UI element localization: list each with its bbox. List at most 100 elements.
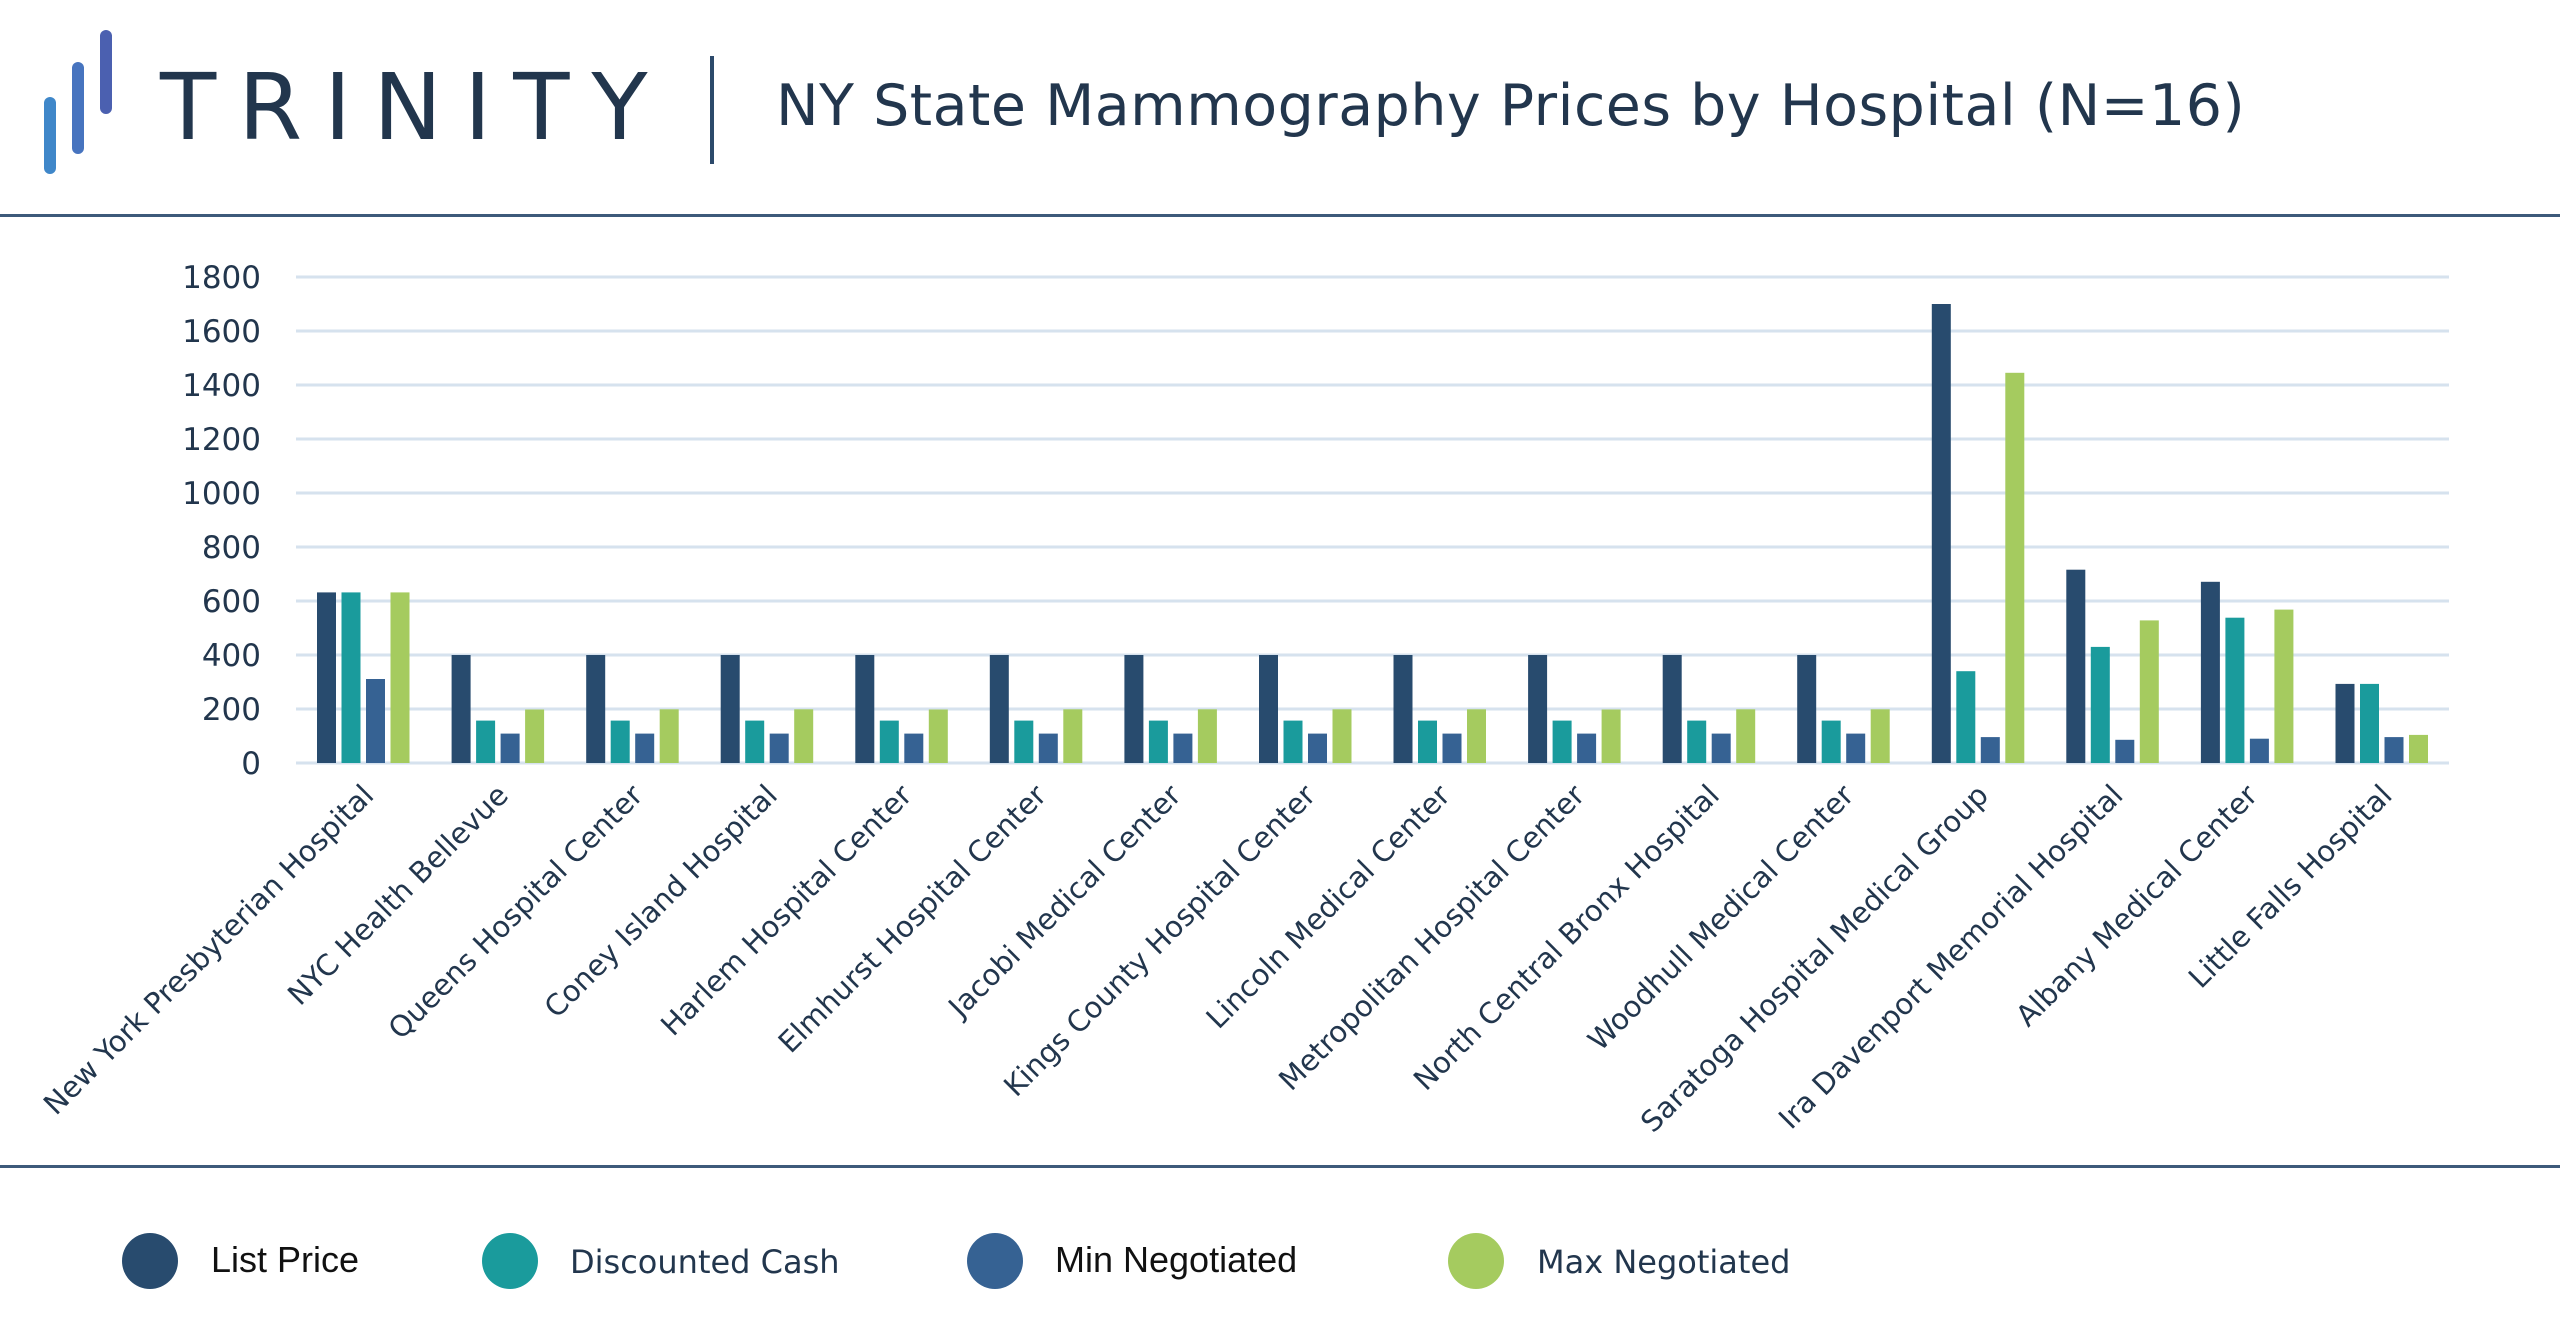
bar-max-negotiated xyxy=(2139,620,2159,763)
bar-discounted-cash xyxy=(476,720,496,763)
bar-list-price xyxy=(1931,304,1951,763)
bar-list-price xyxy=(855,655,875,763)
bar-max-negotiated xyxy=(2274,609,2294,763)
legend-label-max-negotiated: Max Negotiated xyxy=(1537,1243,1791,1281)
bar-discounted-cash xyxy=(1552,720,1572,763)
bar-discounted-cash xyxy=(1014,720,1034,763)
bar-min-negotiated xyxy=(1173,733,1193,763)
bar-min-negotiated xyxy=(1846,733,1866,763)
bar-discounted-cash xyxy=(1687,720,1707,763)
bar-list-price xyxy=(720,655,740,763)
x-tick-label: Elmhurst Hospital Center xyxy=(771,778,1053,1060)
bar-discounted-cash xyxy=(1956,671,1976,763)
bar-min-negotiated xyxy=(1308,733,1327,763)
header-divider xyxy=(710,56,714,164)
y-tick-label: 200 xyxy=(202,692,261,728)
bar-list-price xyxy=(989,655,1009,763)
y-tick-label: 0 xyxy=(241,746,261,782)
x-tick-label: Coney Island Hospital xyxy=(538,778,784,1024)
bar-max-negotiated xyxy=(2409,734,2428,763)
legend-label-list-price: List Price xyxy=(211,1239,360,1280)
grid-lines xyxy=(296,275,2449,765)
bar-list-price xyxy=(1528,655,1548,763)
y-tick-label: 1800 xyxy=(182,260,261,296)
bar-discounted-cash xyxy=(341,592,361,763)
legend-label-min-negotiated: Min Negotiated xyxy=(1055,1239,1298,1280)
brand-name: TRINITY xyxy=(160,54,670,161)
bar-discounted-cash xyxy=(745,720,765,763)
bar-list-price xyxy=(451,655,471,763)
x-tick-label: Queens Hospital Center xyxy=(382,778,650,1046)
bar-max-negotiated xyxy=(659,709,679,763)
bar-max-negotiated xyxy=(1063,709,1083,763)
x-tick-label: NYC Health Bellevue xyxy=(281,778,515,1012)
bar-min-negotiated xyxy=(2384,737,2404,763)
y-tick-label: 800 xyxy=(202,530,261,566)
y-tick-label: 1200 xyxy=(182,422,261,458)
bar-min-negotiated xyxy=(904,733,924,763)
y-tick-label: 600 xyxy=(202,584,261,620)
bar-max-negotiated xyxy=(1601,709,1621,763)
bar-max-negotiated xyxy=(1870,709,1890,763)
bar-max-negotiated xyxy=(390,592,410,763)
legend-swatch-min-negotiated xyxy=(967,1233,1023,1289)
bar-max-negotiated xyxy=(1197,709,1217,763)
header-rule xyxy=(0,214,2560,217)
bar-discounted-cash xyxy=(1821,720,1841,763)
legend-rule xyxy=(0,1165,2560,1168)
bar-max-negotiated xyxy=(928,709,948,763)
legend-swatch-max-negotiated xyxy=(1448,1233,1504,1289)
y-tick-label: 1000 xyxy=(182,476,261,512)
bar-discounted-cash xyxy=(2090,646,2110,763)
y-tick-label: 400 xyxy=(202,638,261,674)
bar-discounted-cash xyxy=(1148,720,1168,763)
bar-min-negotiated xyxy=(1577,733,1597,763)
bar-min-negotiated xyxy=(1038,733,1058,763)
page-title: NY State Mammography Prices by Hospital … xyxy=(776,73,2246,139)
bar-list-price xyxy=(1393,655,1413,763)
legend-label-discounted-cash: Discounted Cash xyxy=(570,1243,840,1281)
bar-list-price xyxy=(2066,569,2086,763)
bar-max-negotiated xyxy=(794,709,814,763)
y-axis-ticks: 0 200 400 600 800 1000 1200 1400 1600 1800 xyxy=(182,260,261,782)
bar-list-price xyxy=(1259,655,1278,763)
bars xyxy=(317,304,2428,763)
bar-list-price xyxy=(586,655,606,763)
bar-discounted-cash xyxy=(2225,617,2245,763)
bar-list-price xyxy=(317,592,336,763)
trinity-logo-icon xyxy=(44,30,112,174)
x-tick-label: Woodhull Medical Center xyxy=(1581,778,1860,1057)
bar-min-negotiated xyxy=(2115,739,2135,763)
bar-min-negotiated xyxy=(500,733,520,763)
bar-min-negotiated xyxy=(635,733,655,763)
bar-max-negotiated xyxy=(1736,709,1756,763)
bar-list-price xyxy=(2200,581,2220,763)
bar-list-price xyxy=(1797,655,1817,763)
bar-list-price xyxy=(1124,655,1144,763)
bar-min-negotiated xyxy=(1980,737,2000,763)
legend-swatch-discounted-cash xyxy=(482,1233,538,1289)
x-tick-label: Harlem Hospital Center xyxy=(654,778,919,1043)
bar-min-negotiated xyxy=(2249,738,2269,763)
bar-max-negotiated xyxy=(525,709,545,763)
bar-discounted-cash xyxy=(879,720,899,763)
y-tick-label: 1600 xyxy=(182,314,261,350)
bar-discounted-cash xyxy=(610,720,630,763)
bar-max-negotiated xyxy=(2005,372,2025,763)
bar-discounted-cash xyxy=(1283,720,1303,763)
bar-discounted-cash xyxy=(2360,683,2379,763)
bar-chart: 0 200 400 600 800 1000 1200 1400 1600 1800 New Yo… xyxy=(37,260,2449,1139)
legend-swatch-list-price xyxy=(122,1233,178,1289)
bar-min-negotiated xyxy=(366,679,385,763)
bar-max-negotiated xyxy=(1467,709,1486,763)
bar-discounted-cash xyxy=(1418,720,1437,763)
x-tick-label: Albany Medical Center xyxy=(2009,778,2264,1033)
x-tick-label: Jacobi Medical Center xyxy=(940,778,1187,1025)
x-tick-label: Lincoln Medical Center xyxy=(1199,778,1456,1035)
y-tick-label: 1400 xyxy=(182,368,261,404)
bar-min-negotiated xyxy=(1711,733,1731,763)
bar-list-price xyxy=(1662,655,1682,763)
bar-list-price xyxy=(2335,683,2355,763)
bar-min-negotiated xyxy=(769,733,789,763)
